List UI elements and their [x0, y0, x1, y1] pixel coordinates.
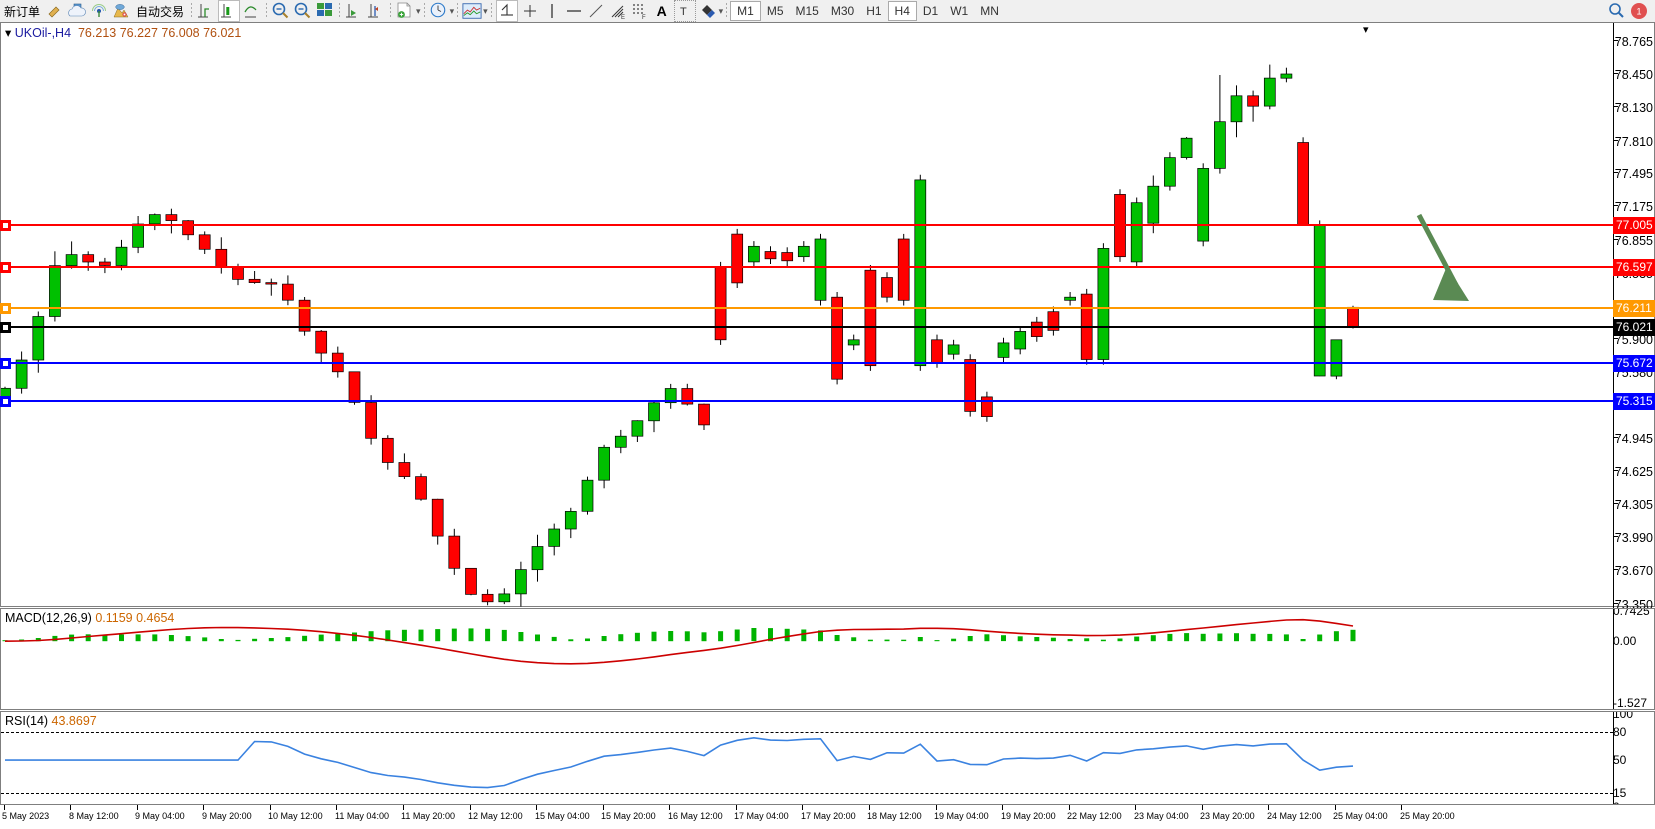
svg-text:E: E: [621, 15, 625, 20]
svg-text:1: 1: [1636, 7, 1641, 17]
svg-text:F: F: [642, 15, 646, 20]
svg-text:T: T: [680, 6, 687, 18]
